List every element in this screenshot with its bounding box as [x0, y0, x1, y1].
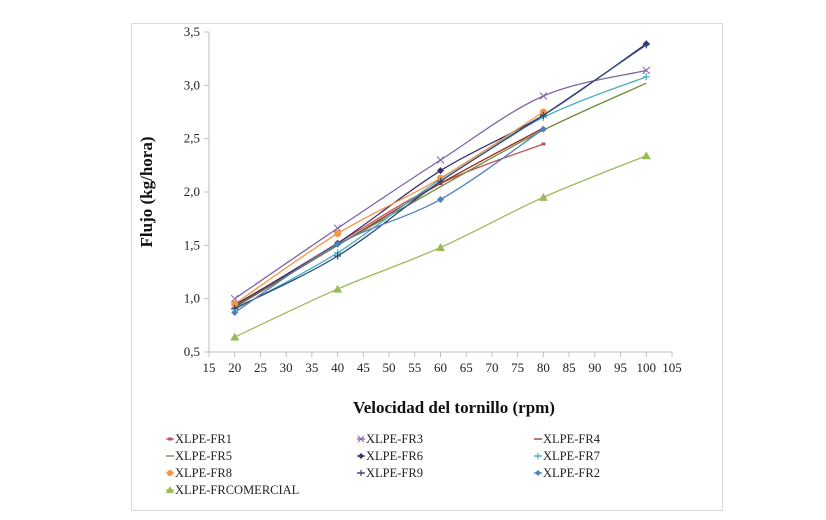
- series-xlpe-fr5: [235, 83, 647, 306]
- series-xlpe-fr1: [233, 143, 546, 308]
- data-point: [333, 285, 342, 293]
- legend-marker: [358, 453, 364, 459]
- data-point: [437, 157, 444, 164]
- data-point: [642, 151, 651, 159]
- data-point: [437, 196, 444, 203]
- x-tick-label: 85: [563, 360, 576, 375]
- legend-label: XLPE-FR7: [543, 449, 600, 463]
- x-tick-label: 35: [305, 360, 318, 375]
- y-tick-label: 2,5: [184, 131, 200, 146]
- legend-marker: [535, 470, 541, 476]
- legend-item: XLPE-FR9: [357, 466, 423, 480]
- legend-label: XLPE-FR2: [543, 466, 600, 480]
- data-point: [230, 333, 239, 341]
- x-tick-label: 70: [485, 360, 498, 375]
- legend-item: XLPE-FR3: [357, 432, 423, 446]
- data-point: [540, 93, 547, 100]
- legend-marker: [168, 438, 172, 441]
- legend-item: XLPE-FR5: [166, 449, 232, 463]
- data-point: [334, 253, 341, 260]
- x-tick-label: 50: [383, 360, 396, 375]
- legend-label: XLPE-FR1: [175, 432, 232, 446]
- y-tick-label: 3,0: [184, 77, 200, 92]
- legend-label: XLPE-FR6: [366, 449, 423, 463]
- y-tick-label: 3,5: [184, 24, 200, 39]
- legend-label: XLPE-FR8: [175, 466, 232, 480]
- x-axis-title: Velocidad del tornillo (rpm): [353, 398, 555, 417]
- axes: 0,5 1,0 1,5 2,0 2,5 3,0 3,5 15 20 25 30 35 40 45 50 55 6…: [184, 24, 682, 375]
- legend-item: XLPE-FR6: [357, 449, 423, 463]
- legend-item: XLPE-FRCOMERCIAL: [166, 483, 299, 497]
- legend-label: XLPE-FRCOMERCIAL: [175, 483, 299, 497]
- legend-label: XLPE-FR4: [543, 432, 601, 446]
- legend-marker: [167, 470, 173, 476]
- legend-label: XLPE-FR3: [366, 432, 423, 446]
- series-line: [235, 144, 544, 306]
- legend-label: XLPE-FR9: [366, 466, 423, 480]
- legend-marker: [358, 470, 364, 476]
- x-tick-label: 105: [662, 360, 682, 375]
- series-layer: [230, 40, 651, 340]
- legend-item: XLPE-FR4: [534, 432, 601, 446]
- x-tick-label: 65: [460, 360, 473, 375]
- data-point: [334, 230, 341, 237]
- y-tick-label: 0,5: [184, 344, 200, 359]
- y-tick-label: 2,0: [184, 184, 200, 199]
- legend-item: XLPE-FR1: [166, 432, 232, 446]
- x-tick-label: 75: [511, 360, 524, 375]
- data-point: [437, 167, 444, 174]
- y-axis-title: Flujo (kg/hora): [137, 137, 156, 248]
- x-tick-label: 90: [588, 360, 601, 375]
- x-tick-label: 40: [331, 360, 344, 375]
- series-line: [235, 83, 647, 306]
- x-tick-label: 80: [537, 360, 550, 375]
- series-line: [235, 77, 647, 310]
- x-tick-label: 15: [203, 360, 216, 375]
- legend: XLPE-FR1 XLPE-FR3 XLPE-FR4 XLPE-FR5 XLPE-FR6…: [166, 432, 601, 497]
- legend-label: XLPE-FR5: [175, 449, 232, 463]
- data-point: [231, 309, 238, 316]
- x-tick-label: 95: [614, 360, 627, 375]
- legend-item: XLPE-FR2: [534, 466, 600, 480]
- y-tick-label: 1,0: [184, 291, 200, 306]
- x-tick-label: 45: [357, 360, 370, 375]
- x-tick-label: 20: [228, 360, 241, 375]
- data-point: [436, 243, 445, 251]
- x-tick-label: 25: [254, 360, 267, 375]
- legend-marker: [535, 453, 541, 459]
- legend-item: XLPE-FR8: [166, 466, 232, 480]
- data-point: [541, 143, 545, 146]
- x-tick-label: 60: [434, 360, 447, 375]
- x-tick-label: 30: [280, 360, 293, 375]
- series-xlpe-fr6: [231, 40, 650, 308]
- x-tick-label: 100: [637, 360, 657, 375]
- data-point: [539, 193, 548, 201]
- legend-item: XLPE-FR7: [534, 449, 600, 463]
- data-point: [643, 73, 650, 80]
- x-tick-label: 55: [408, 360, 421, 375]
- y-tick-label: 1,5: [184, 237, 200, 252]
